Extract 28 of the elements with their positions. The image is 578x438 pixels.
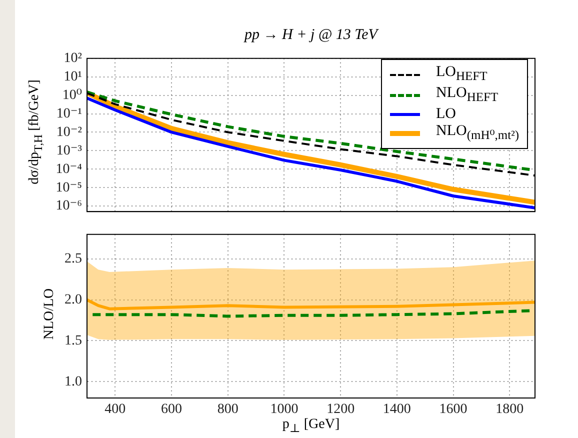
x-axis-title: p$_{⊥}$ [GeV]: [282, 417, 340, 435]
x-tick-label: 1600: [439, 402, 468, 418]
legend-label: LO: [436, 106, 456, 123]
y-tick-label: 1.0: [64, 374, 82, 390]
legend-label: NLO$_{HEFT}$: [436, 85, 498, 106]
x-tick-label: 1400: [382, 402, 411, 418]
legend-label: LO$_{HEFT}$: [436, 64, 488, 85]
legend-label: NLO$_{(mH⁰,mt²)}$: [436, 123, 519, 144]
x-tick-label: 1800: [496, 402, 524, 418]
y-tick-label: 10⁻⁵: [56, 180, 82, 196]
y-tick-label: 10⁻¹: [56, 106, 82, 122]
x-tick-label: 1000: [270, 402, 298, 418]
y-tick-label: 10⁻⁶: [56, 198, 82, 214]
y-axis-title: NLO/LO: [42, 288, 58, 340]
y-tick-label: 10⁰: [62, 88, 82, 103]
y-tick-label: 10¹: [64, 70, 82, 85]
y-tick-label: 2.5: [64, 252, 82, 267]
y-tick-label: 10²: [64, 51, 82, 66]
y-tick-label: 10⁻²: [56, 124, 82, 140]
x-tick-label: 1200: [326, 402, 355, 418]
x-tick-label: 800: [217, 402, 238, 418]
chart-title: pp → H + j @ 13 TeV: [244, 27, 378, 44]
x-tick-label: 400: [104, 402, 126, 418]
x-tick-label: 600: [161, 402, 182, 418]
y-tick-label: 1.5: [64, 333, 82, 348]
y-tick-label: 10⁻⁴: [56, 162, 82, 177]
y-tick-label: 2.0: [64, 292, 82, 308]
y-tick-label: 10⁻³: [56, 143, 82, 158]
